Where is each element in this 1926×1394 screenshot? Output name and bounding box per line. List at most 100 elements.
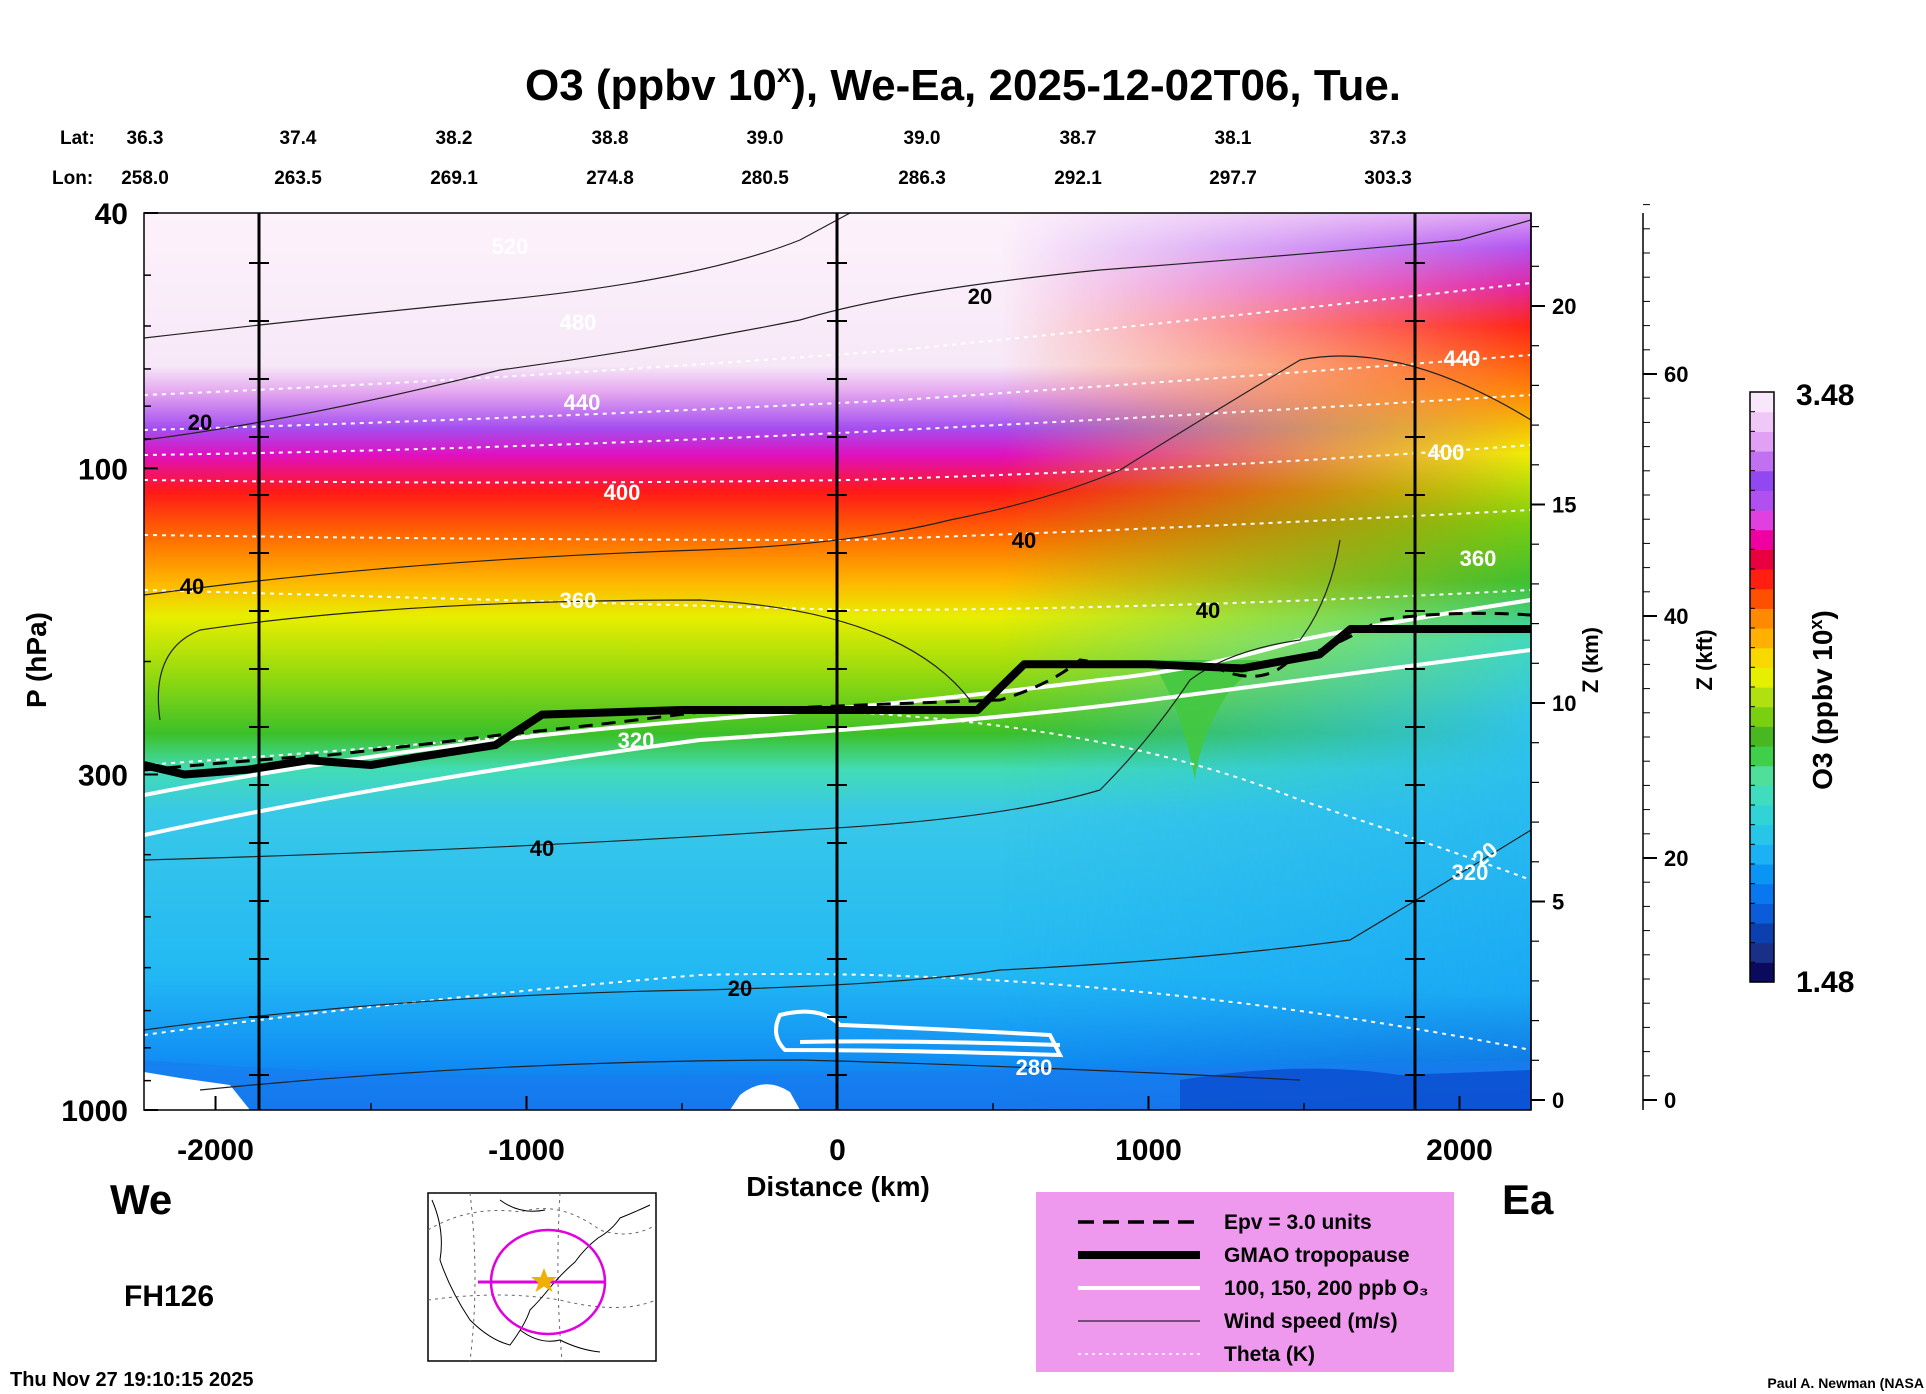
theta-label-520: 520 [492, 234, 529, 259]
wind-40-a [144, 355, 1531, 596]
colorbar-swatch [1750, 687, 1774, 708]
legend-label-wind: Wind speed (m/s) [1224, 1310, 1398, 1333]
lat-value: 38.7 [1060, 128, 1097, 149]
map-graticule-3 [469, 1193, 476, 1361]
tropopause-fold [1150, 660, 1260, 780]
lon-value: 263.5 [274, 168, 322, 189]
theta-label-360-east: 360 [1460, 546, 1497, 571]
wind-label-20-c: 20 [728, 976, 752, 1001]
map-coastlines [428, 1193, 656, 1361]
colorbar-swatch [1750, 923, 1774, 944]
terrain-mid [730, 1084, 800, 1110]
wind-speed-contours [144, 213, 1531, 1091]
wind-20-d [199, 1059, 1301, 1091]
wind-label-20-b: 20 [968, 284, 992, 309]
theta-360 [144, 589, 1531, 612]
theta-440-b [144, 394, 1531, 456]
colorbar-swatch [1750, 628, 1774, 649]
theta-contours [144, 282, 1531, 1051]
colorbar-swatch [1750, 844, 1774, 865]
wind-label-40-a: 40 [180, 574, 204, 599]
kft-axis: 0 20 40 60 [1642, 204, 1688, 1113]
theta-label-280: 280 [1016, 1055, 1053, 1080]
colorbar-swatch [1750, 903, 1774, 924]
x-axis-label: Distance (km) [746, 1171, 930, 1202]
colorbar-swatch [1750, 392, 1774, 413]
colorbar-swatch [1750, 962, 1774, 983]
wind-label-40-d: 40 [530, 836, 554, 861]
lon-value: 258.0 [121, 168, 169, 189]
wind-label-40-b: 40 [1012, 528, 1036, 553]
colorbar-min: 1.48 [1796, 966, 1854, 999]
theta-label-440-east: 440 [1444, 346, 1481, 371]
footer-credit: Paul A. Newman (NASA [1767, 1375, 1924, 1391]
km-axis: 0 5 10 15 20 [1530, 213, 1576, 1113]
inset-map [427, 1192, 657, 1362]
x-axis: -2000 -1000 0 1000 2000 [177, 1096, 1493, 1167]
colorbar [1749, 391, 1775, 983]
lat-lon-header: 36.3 37.4 38.2 38.8 39.0 39.0 38.7 38.1 37.3 258.… [121, 128, 1412, 189]
colorbar-swatch [1750, 529, 1774, 550]
lat-value: 38.8 [592, 128, 629, 149]
x-tick-label: -1000 [488, 1134, 565, 1167]
legend: Epv = 3.0 units GMAO tropopause 100, 150… [1036, 1192, 1454, 1372]
surface-dark-blue-patch [1180, 1068, 1531, 1110]
wind-20-a [144, 213, 851, 339]
colorbar-swatch [1750, 746, 1774, 767]
y-axis-label: P (hPa) [21, 612, 52, 708]
lat-label: Lat: [60, 128, 95, 149]
colorbar-swatch [1750, 451, 1774, 472]
colorbar-swatch [1750, 647, 1774, 668]
wind-label-20-a: 20 [188, 410, 212, 435]
theta-400 [144, 444, 1531, 484]
legend-label-ozone: 100, 150, 200 ppb O₃ [1224, 1277, 1429, 1300]
colorbar-swatch [1750, 726, 1774, 747]
colorbar-swatch [1750, 805, 1774, 826]
wind-40-c [144, 539, 1341, 861]
lat-value: 38.2 [436, 128, 473, 149]
p-tick-label: 100 [78, 453, 128, 486]
pressure-axis: 40 100 300 1000 [61, 198, 158, 1128]
lon-value: 280.5 [741, 168, 789, 189]
map-lakes [499, 1199, 546, 1212]
km-axis-label: Z (km) [1578, 627, 1603, 693]
p-tick-label: 300 [78, 759, 128, 792]
lon-value: 292.1 [1054, 168, 1102, 189]
colorbar-swatch [1750, 470, 1774, 491]
wind-20-c [144, 829, 1531, 1031]
x-tick-label: 0 [829, 1134, 846, 1167]
contour-labels: 520 480 440 400 360 320 440 400 360 320 … [180, 234, 1503, 1080]
map-center-star [531, 1268, 557, 1292]
kft-tick-label: 60 [1664, 362, 1688, 387]
east-label: Ea [1502, 1176, 1554, 1223]
contours [144, 213, 1531, 1091]
forecast-hour-label: FH126 [124, 1280, 214, 1313]
colorbar-swatch [1750, 431, 1774, 452]
colorbar-max: 3.48 [1796, 379, 1854, 412]
lat-value: 36.3 [127, 128, 164, 149]
colorbar-swatch [1750, 706, 1774, 727]
theta-380 [144, 509, 1531, 542]
colorbar-swatch [1750, 942, 1774, 963]
footer-timestamp: Thu Nov 27 19:10:15 2025 [10, 1369, 253, 1391]
x-tick-label: 1000 [1115, 1134, 1182, 1167]
x-tick-label: 2000 [1426, 1134, 1493, 1167]
theta-480 [144, 282, 1531, 396]
kft-tick-label: 20 [1664, 846, 1688, 871]
colorbar-swatch [1750, 667, 1774, 688]
map-coastline [431, 1199, 651, 1346]
legend-label-tropopause: GMAO tropopause [1224, 1244, 1410, 1267]
map-islands [519, 1329, 601, 1353]
p-tick-label: 40 [95, 198, 128, 231]
wind-40-b [157, 599, 971, 721]
theta-label-440: 440 [564, 390, 601, 415]
theta-label-320: 320 [618, 728, 655, 753]
o3-100ppb-inner [799, 1039, 1061, 1047]
west-label: We [110, 1176, 172, 1223]
theta-440-a [144, 354, 1531, 431]
lon-label: Lon: [52, 168, 93, 189]
lon-value: 297.7 [1209, 168, 1257, 189]
wind-20-b [144, 219, 1531, 441]
legend-label-theta: Theta (K) [1224, 1343, 1315, 1366]
legend-label-epv: Epv = 3.0 units [1224, 1211, 1372, 1234]
